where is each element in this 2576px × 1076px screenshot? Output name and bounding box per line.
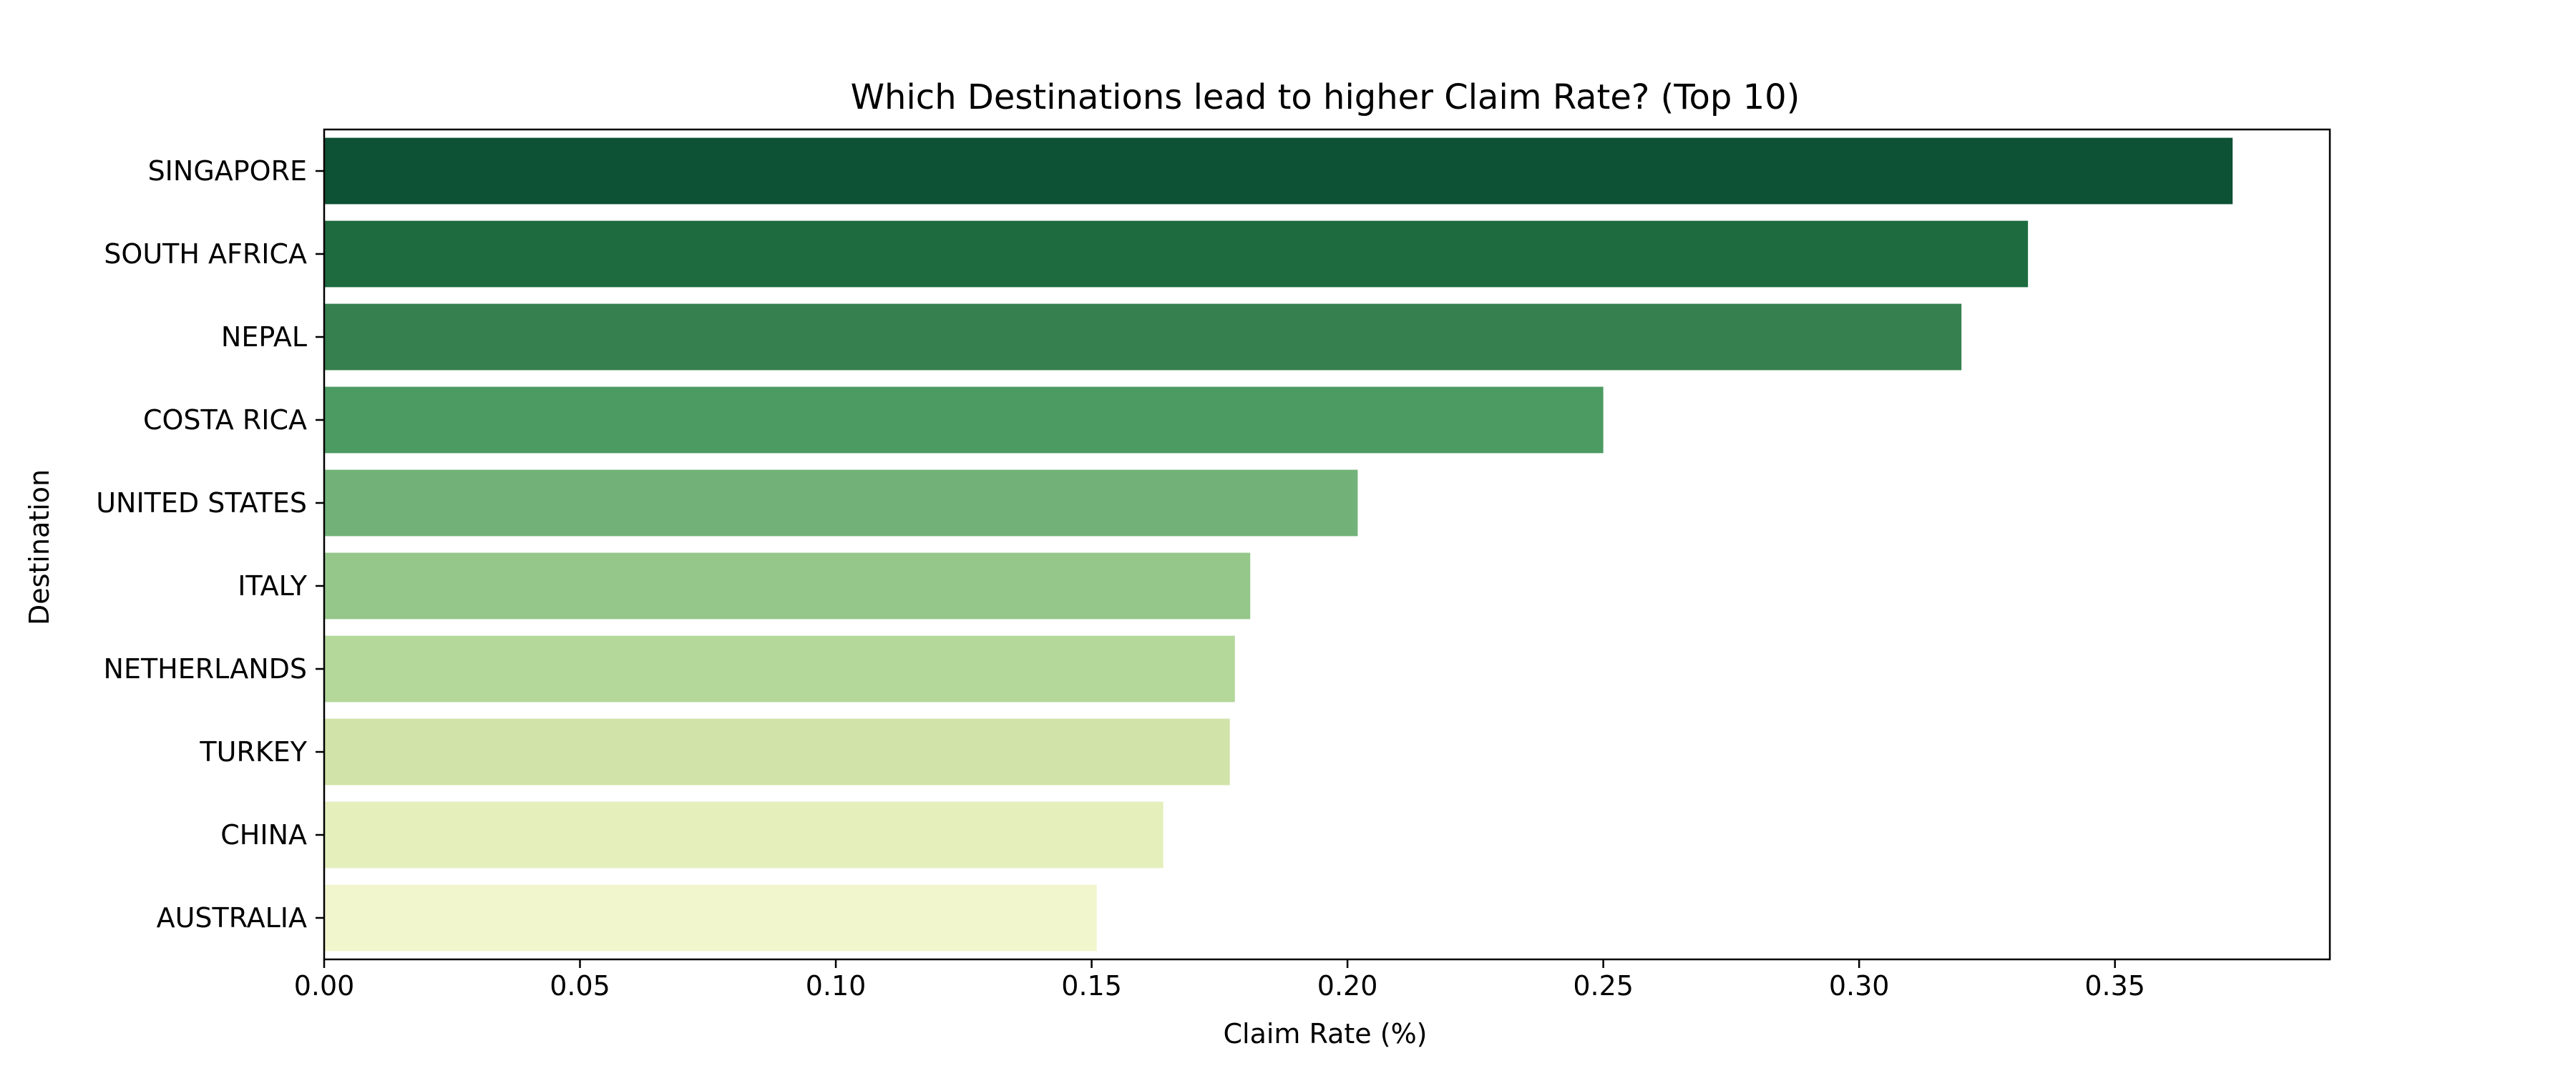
x-tick-label: 0.00 [294,970,355,1002]
x-tick-label: 0.15 [1061,970,1122,1002]
bar-nepal [324,303,1962,371]
y-tick-label-turkey: TURKEY [199,736,307,768]
plot-frame [323,128,2331,961]
x-tick-label: 0.25 [1573,970,1634,1002]
y-axis-ticks: SINGAPORE SOUTH AFRICA NEPAL COSTA RICA UNIT… [96,155,324,934]
y-tick-label-china: CHINA [220,819,307,851]
bar-italy [324,552,1251,620]
x-tick-label: 0.10 [806,970,867,1002]
y-tick-label-italy: ITALY [238,570,308,602]
bar-turkey [324,718,1230,786]
x-axis-label: Claim Rate (%) [1224,1018,1428,1050]
x-tick-label: 0.05 [550,970,610,1002]
y-axis-label: Destination [24,469,55,625]
bar-united-states [324,469,1358,537]
y-tick-label-australia: AUSTRALIA [157,902,307,934]
bar-singapore [324,137,2233,205]
bar-costa-rica [324,386,1604,454]
y-tick-label-netherlands: NETHERLANDS [104,653,307,685]
x-axis-ticks: 0.00 0.05 0.10 0.15 0.20 0.25 0.30 0.35 [294,959,2145,1002]
y-tick-label-singapore: SINGAPORE [148,155,307,187]
y-tick-label-united-states: UNITED STATES [96,487,307,519]
y-tick-label-nepal: NEPAL [221,321,307,353]
bar-china [324,801,1163,869]
x-tick-label: 0.30 [1829,970,1890,1002]
bar-netherlands [324,635,1235,703]
bar-australia [324,884,1097,952]
y-tick-label-south-africa: SOUTH AFRICA [104,238,307,270]
bars-group [324,137,2233,952]
x-tick-label: 0.35 [2084,970,2145,1002]
bar-south-africa [324,220,2029,288]
x-tick-label: 0.20 [1317,970,1378,1002]
chart-title: Which Destinations lead to higher Claim … [851,77,1800,117]
y-tick-label-costa-rica: COSTA RICA [143,404,307,436]
